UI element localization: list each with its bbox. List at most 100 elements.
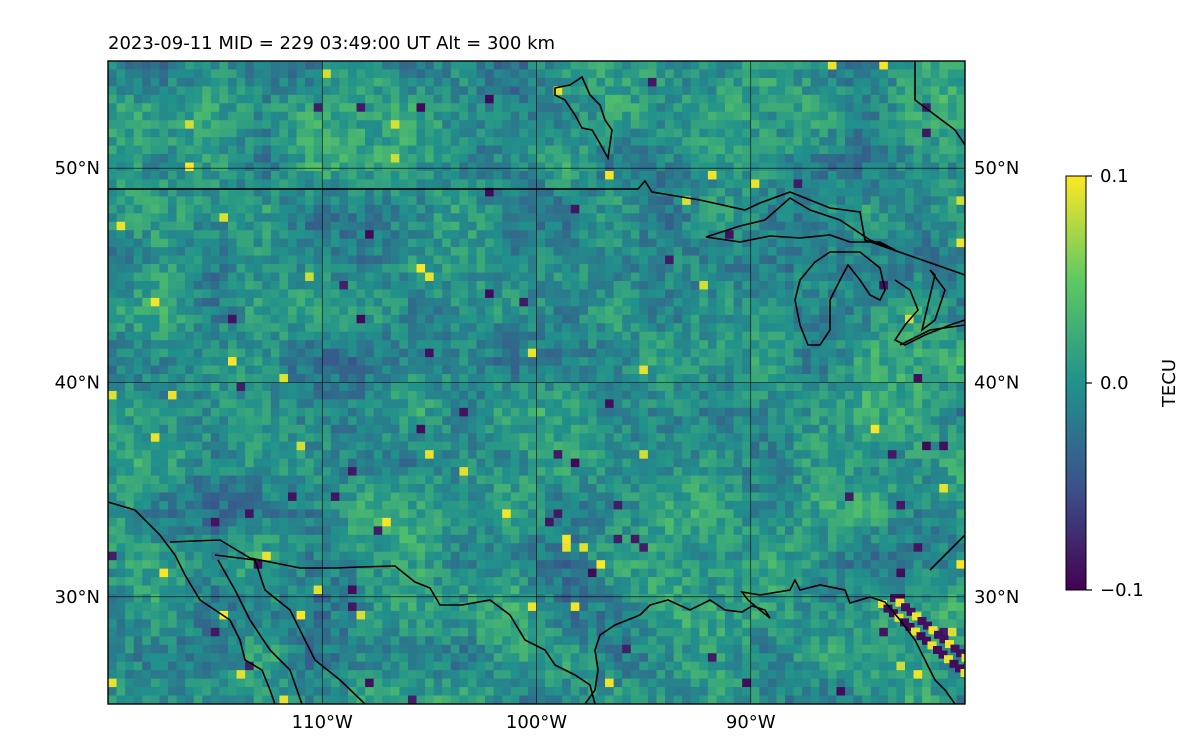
- tec-cell: [185, 230, 195, 240]
- tec-cell: [905, 255, 915, 265]
- tec-cell: [545, 111, 555, 121]
- tec-cell: [579, 297, 589, 307]
- tec-cell: [750, 416, 760, 426]
- tec-cell: [553, 441, 563, 451]
- tec-cell: [150, 264, 161, 274]
- tec-cell: [442, 103, 452, 113]
- tec-cell: [887, 306, 898, 316]
- tec-cell: [133, 162, 143, 172]
- tec-cell: [390, 61, 400, 71]
- tec-cell: [527, 407, 538, 417]
- tec-cell: [390, 162, 400, 172]
- tec-cell: [613, 407, 623, 417]
- tec-cell: [459, 289, 469, 299]
- tec-cell: [673, 86, 683, 96]
- tec-cell: [836, 331, 846, 341]
- tec-cell: [347, 348, 358, 358]
- tec-cell: [570, 365, 580, 375]
- tec-cell: [296, 111, 306, 121]
- tec-cell: [133, 77, 143, 87]
- tec-cell: [802, 314, 812, 324]
- tec-cell: [450, 357, 460, 367]
- tec-cell: [613, 280, 623, 291]
- tec-cell: [639, 272, 649, 282]
- tec-cell: [185, 458, 195, 468]
- tec-cell: [819, 213, 829, 223]
- tec-cell: [133, 314, 143, 324]
- tec-cell: [133, 94, 143, 104]
- tec-cell: [690, 103, 700, 113]
- tec-cell: [356, 382, 366, 392]
- tec-cell: [802, 213, 812, 223]
- tec-cell: [896, 196, 906, 206]
- tec-cell: [939, 179, 949, 189]
- tec-cell: [793, 154, 803, 164]
- tec-cell: [639, 374, 649, 384]
- tec-cell: [407, 137, 418, 147]
- tec-cell: [305, 120, 315, 130]
- tec-cell: [647, 111, 658, 121]
- tec-cell: [416, 94, 426, 104]
- tec-cell: [785, 289, 795, 299]
- map-panel[interactable]: 50°N40°N30°N 50°N40°N30°N 110°W 100°W 90°W: [55, 60, 1020, 733]
- tec-cell: [210, 86, 221, 96]
- tec-cell: [750, 111, 760, 121]
- tec-cell: [647, 331, 658, 341]
- tec-cell: [519, 213, 529, 223]
- tec-cell: [150, 238, 161, 248]
- tec-cell: [502, 390, 512, 401]
- tec-cell: [236, 264, 246, 274]
- tec-cell: [108, 323, 118, 333]
- tec-cell: [270, 407, 280, 417]
- tec-cell: [416, 69, 426, 79]
- tec-cell: [365, 111, 375, 121]
- tec-cell: [227, 264, 238, 274]
- tec-cell: [879, 264, 889, 274]
- tec-cell: [502, 238, 512, 248]
- tec-cell: [185, 255, 195, 265]
- tec-cell: [253, 450, 263, 460]
- tec-cell: [227, 424, 238, 434]
- tec-cell: [870, 340, 880, 350]
- tec-cell: [587, 424, 598, 434]
- tec-cell: [930, 128, 940, 138]
- tec-cell: [767, 331, 778, 341]
- tec-cell: [125, 306, 135, 316]
- tec-cell: [193, 145, 203, 155]
- tec-cell: [270, 120, 280, 130]
- tec-cell: [425, 306, 435, 316]
- tec-cell: [587, 374, 598, 384]
- tec-cell: [776, 323, 786, 333]
- tec-cell: [185, 111, 195, 121]
- tec-cell: [767, 374, 778, 384]
- tec-cell: [630, 111, 640, 121]
- tec-cell: [433, 213, 443, 223]
- tec-cell: [913, 475, 923, 485]
- tec-cell: [339, 238, 349, 248]
- tec-cell: [742, 365, 752, 375]
- tec-cell: [845, 314, 855, 324]
- tec-cell: [862, 340, 872, 350]
- tec-cell: [133, 382, 143, 392]
- tec-cell: [467, 255, 478, 265]
- tec-cell: [742, 340, 752, 350]
- tec-cell: [785, 458, 795, 468]
- tec-cell: [690, 247, 700, 257]
- tec-cell: [519, 467, 529, 477]
- tec-cell: [210, 416, 221, 426]
- tec-cell: [639, 323, 649, 333]
- tec-cell: [322, 94, 332, 104]
- tec-cell: [493, 77, 503, 87]
- tec-cell: [485, 238, 495, 248]
- tec-cell: [939, 374, 949, 384]
- tec-cell: [322, 365, 332, 375]
- tec-cell: [407, 272, 418, 282]
- tec-cell: [356, 69, 366, 79]
- tec-cell: [459, 314, 469, 324]
- tec-cell: [956, 416, 965, 426]
- tec-cell: [956, 187, 965, 197]
- tec-cell: [519, 272, 529, 282]
- tec-cell: [553, 264, 563, 274]
- tec-cell: [382, 416, 392, 426]
- tec-cell: [442, 213, 452, 223]
